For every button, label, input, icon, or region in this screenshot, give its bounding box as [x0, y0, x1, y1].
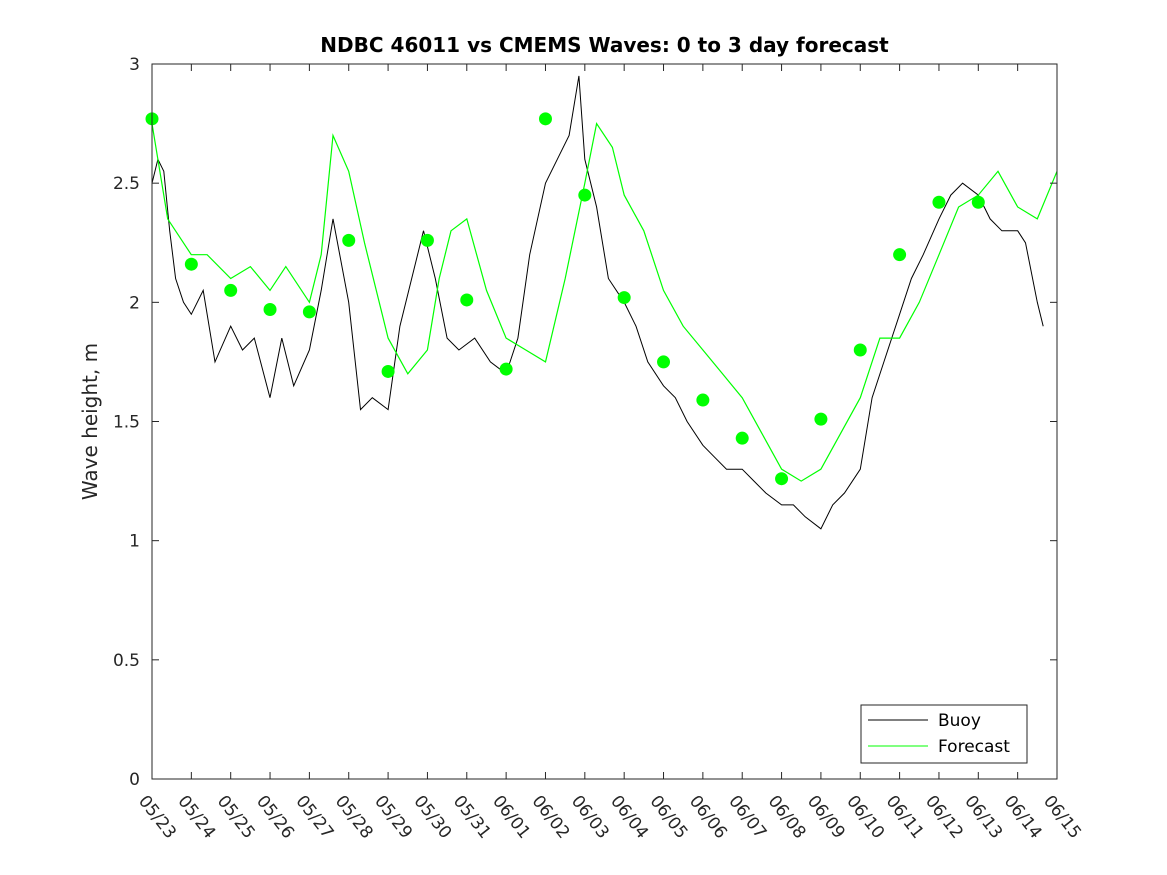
x-tick-label: 06/07 — [724, 792, 770, 843]
forecast-point — [775, 472, 789, 486]
forecast-point — [381, 364, 395, 378]
forecast-point — [302, 305, 316, 319]
y-tick-label: 1 — [129, 532, 140, 552]
forecast-point — [263, 302, 277, 316]
x-tick-label: 05/25 — [213, 792, 259, 843]
y-tick-label: 0 — [129, 770, 140, 790]
forecast-point — [932, 195, 946, 209]
forecast-point — [224, 283, 238, 297]
x-tick-label: 05/28 — [331, 792, 377, 843]
legend-forecast-label: Forecast — [938, 737, 1010, 757]
chart-title: NDBC 46011 vs CMEMS Waves: 0 to 3 day fo… — [320, 33, 889, 57]
forecast-point — [893, 248, 907, 262]
x-tick-label: 06/09 — [803, 792, 849, 843]
x-tick-label: 06/13 — [960, 792, 1006, 843]
y-tick-label: 0.5 — [113, 651, 140, 671]
forecast-point — [853, 343, 867, 357]
forecast-point — [657, 355, 671, 369]
x-tick-label: 05/30 — [409, 792, 455, 843]
x-tick-label: 06/11 — [882, 792, 928, 843]
x-tick-label: 05/24 — [173, 792, 219, 843]
forecast-point — [499, 362, 513, 376]
x-tick-label: 05/26 — [252, 792, 298, 843]
forecast-point — [460, 293, 474, 307]
x-tick-label: 06/08 — [764, 792, 810, 843]
forecast-point — [184, 257, 198, 271]
x-tick-label: 05/29 — [370, 792, 416, 843]
y-tick-label: 2.5 — [113, 174, 140, 194]
forecast-point — [578, 188, 592, 202]
x-tick-label: 05/27 — [291, 792, 337, 843]
x-tick-label: 06/10 — [842, 792, 888, 843]
x-tick-label: 06/06 — [685, 792, 731, 843]
forecast-point — [814, 412, 828, 426]
legend-box — [860, 704, 1028, 764]
x-tick-label: 06/04 — [606, 792, 652, 843]
y-tick-label: 2 — [129, 293, 140, 313]
x-tick-label: 06/01 — [488, 792, 534, 843]
forecast-point — [696, 393, 710, 407]
x-tick-label: 06/12 — [921, 792, 967, 843]
x-tick-label: 06/03 — [567, 792, 613, 843]
x-tick-label: 05/31 — [449, 792, 495, 843]
forecast-point — [617, 291, 631, 305]
buoy-series-line — [151, 75, 1044, 530]
legend-buoy-label: Buoy — [938, 711, 981, 731]
legend: Buoy Forecast — [860, 704, 1028, 764]
x-tick-label: 06/02 — [528, 792, 574, 843]
forecast-series-line — [151, 122, 1058, 482]
x-tick-label: 06/05 — [646, 792, 692, 843]
forecast-point — [735, 431, 749, 445]
y-axis: 0 0.5 1 1.5 2 2.5 3 — [113, 55, 1057, 790]
forecast-point — [971, 195, 985, 209]
x-tick-label: 05/23 — [134, 792, 180, 843]
plot-layer — [145, 75, 1058, 530]
axes-box — [151, 63, 1058, 780]
forecast-point — [342, 233, 356, 247]
forecast-point — [420, 233, 434, 247]
forecast-point — [538, 112, 552, 126]
y-tick-label: 1.5 — [113, 413, 140, 433]
x-tick-label: 06/15 — [1039, 792, 1085, 843]
y-tick-label: 3 — [129, 55, 140, 75]
y-axis-label: Wave height, m — [78, 343, 102, 500]
x-tick-label: 06/14 — [1000, 792, 1046, 843]
